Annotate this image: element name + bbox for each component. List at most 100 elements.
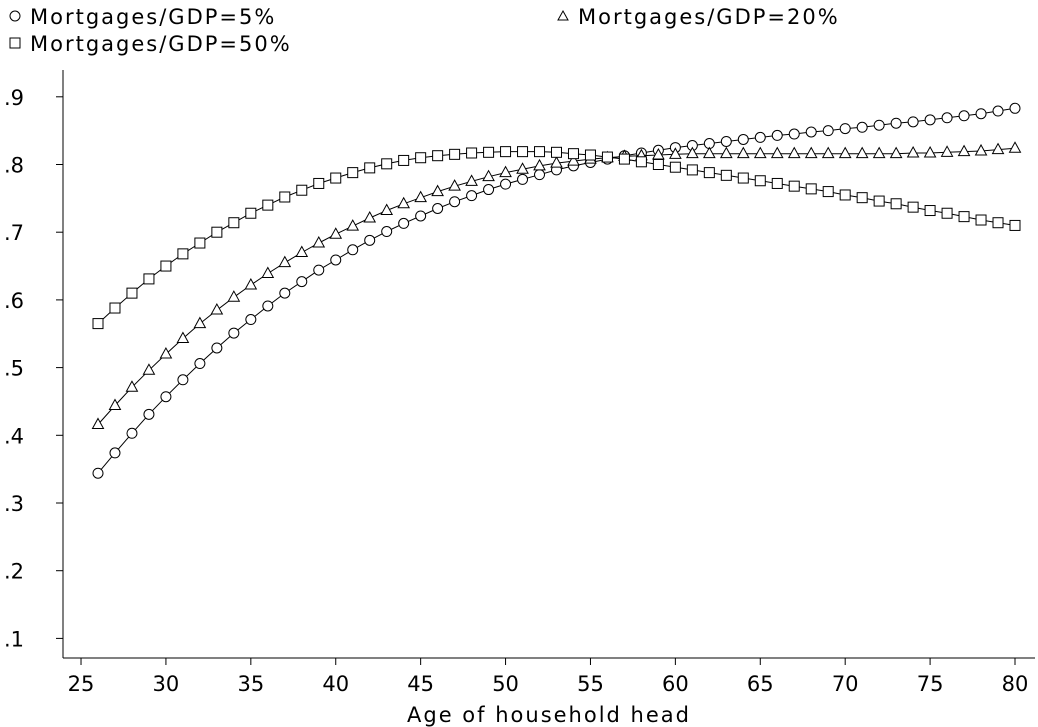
data-point (109, 302, 121, 314)
y-tick-label: .5 (4, 357, 24, 381)
data-point (941, 207, 953, 219)
data-point (125, 380, 139, 392)
data-point (975, 214, 987, 226)
data-point (482, 169, 495, 182)
data-point (686, 164, 698, 176)
x-tick-label: 50 (492, 672, 519, 696)
data-point (159, 347, 173, 359)
data-point (702, 146, 716, 159)
data-point (821, 146, 835, 159)
x-tick-label: 65 (747, 672, 774, 696)
data-point (992, 217, 1004, 229)
data-point (771, 129, 783, 141)
data-point (992, 105, 1004, 117)
data-point (719, 146, 733, 159)
data-point (177, 248, 189, 260)
data-point (838, 146, 852, 159)
data-point (873, 195, 885, 207)
data-point (227, 290, 241, 302)
data-point (839, 123, 851, 135)
x-tick-label: 80 (1002, 672, 1029, 696)
series-3 (92, 146, 1021, 330)
data-point (856, 121, 868, 133)
x-tick-label: 35 (237, 672, 264, 696)
data-point (126, 287, 138, 299)
y-tick-label: .7 (4, 221, 24, 245)
data-point (262, 300, 274, 312)
data-point (414, 190, 427, 203)
data-point (890, 198, 902, 210)
data-point (466, 190, 478, 202)
data-point (398, 217, 410, 229)
data-point (991, 142, 1005, 155)
y-axis-ticks: .1 .2 .3 .4 .5 .6 .7 .8 .9 (4, 86, 63, 651)
y-tick-label: .8 (4, 154, 24, 178)
data-point (907, 116, 919, 128)
x-axis-ticks: 25 30 35 40 45 50 55 60 65 70 75 80 (68, 658, 1029, 696)
legend-entry-series-2: Mortgages/GDP=20% (556, 5, 840, 29)
data-point (381, 158, 393, 170)
data-point (432, 203, 444, 215)
data-point (499, 165, 512, 178)
data-point (923, 145, 937, 158)
data-point (194, 237, 206, 249)
data-point (483, 146, 495, 158)
data-point (313, 264, 325, 276)
data-point (278, 255, 292, 268)
y-tick-label: .4 (4, 424, 24, 448)
data-point (91, 417, 105, 429)
data-point (787, 146, 801, 159)
y-tick-label: .1 (4, 627, 24, 651)
data-point (142, 363, 156, 375)
data-point (534, 146, 546, 158)
data-point (941, 112, 953, 124)
x-tick-label: 55 (577, 672, 604, 696)
data-point (652, 159, 664, 170)
data-point (465, 174, 478, 186)
data-point (754, 131, 766, 143)
data-point (517, 146, 529, 158)
data-point (889, 146, 903, 159)
data-point (500, 146, 512, 158)
y-tick-label: .9 (4, 86, 24, 110)
legend-entry-series-1: Mortgages/GDP=5% (8, 5, 276, 29)
data-point (108, 398, 122, 411)
data-point (92, 318, 104, 330)
data-point (261, 266, 275, 278)
data-point (737, 133, 749, 145)
data-point (770, 146, 784, 159)
data-point (958, 110, 970, 122)
data-point (822, 125, 834, 137)
data-point (211, 226, 223, 238)
data-point (856, 192, 868, 204)
data-point (211, 342, 223, 354)
data-point (516, 162, 529, 174)
data-point (720, 169, 732, 181)
data-point (228, 217, 240, 229)
data-point (160, 391, 172, 403)
data-point (448, 179, 461, 191)
data-point (567, 148, 579, 160)
data-point (347, 244, 359, 256)
y-tick-label: .2 (4, 560, 24, 584)
data-point (753, 146, 767, 159)
data-point (924, 205, 936, 217)
data-point (788, 128, 800, 140)
data-point (279, 287, 291, 299)
data-point (550, 156, 563, 168)
data-point (720, 135, 732, 147)
series-layer (91, 102, 1022, 479)
data-point (431, 184, 444, 197)
data-point (974, 143, 988, 156)
data-point (330, 254, 342, 266)
x-tick-label: 30 (153, 672, 180, 696)
legend-label-series-3: Mortgages/GDP=50% (30, 32, 292, 56)
circle-marker-icon (9, 10, 21, 22)
data-point (483, 184, 495, 196)
data-point (686, 146, 699, 159)
legend-label-series-2: Mortgages/GDP=20% (578, 5, 840, 29)
data-point (449, 196, 461, 208)
data-point (1009, 219, 1021, 231)
data-point (92, 467, 104, 479)
data-point (177, 374, 189, 386)
